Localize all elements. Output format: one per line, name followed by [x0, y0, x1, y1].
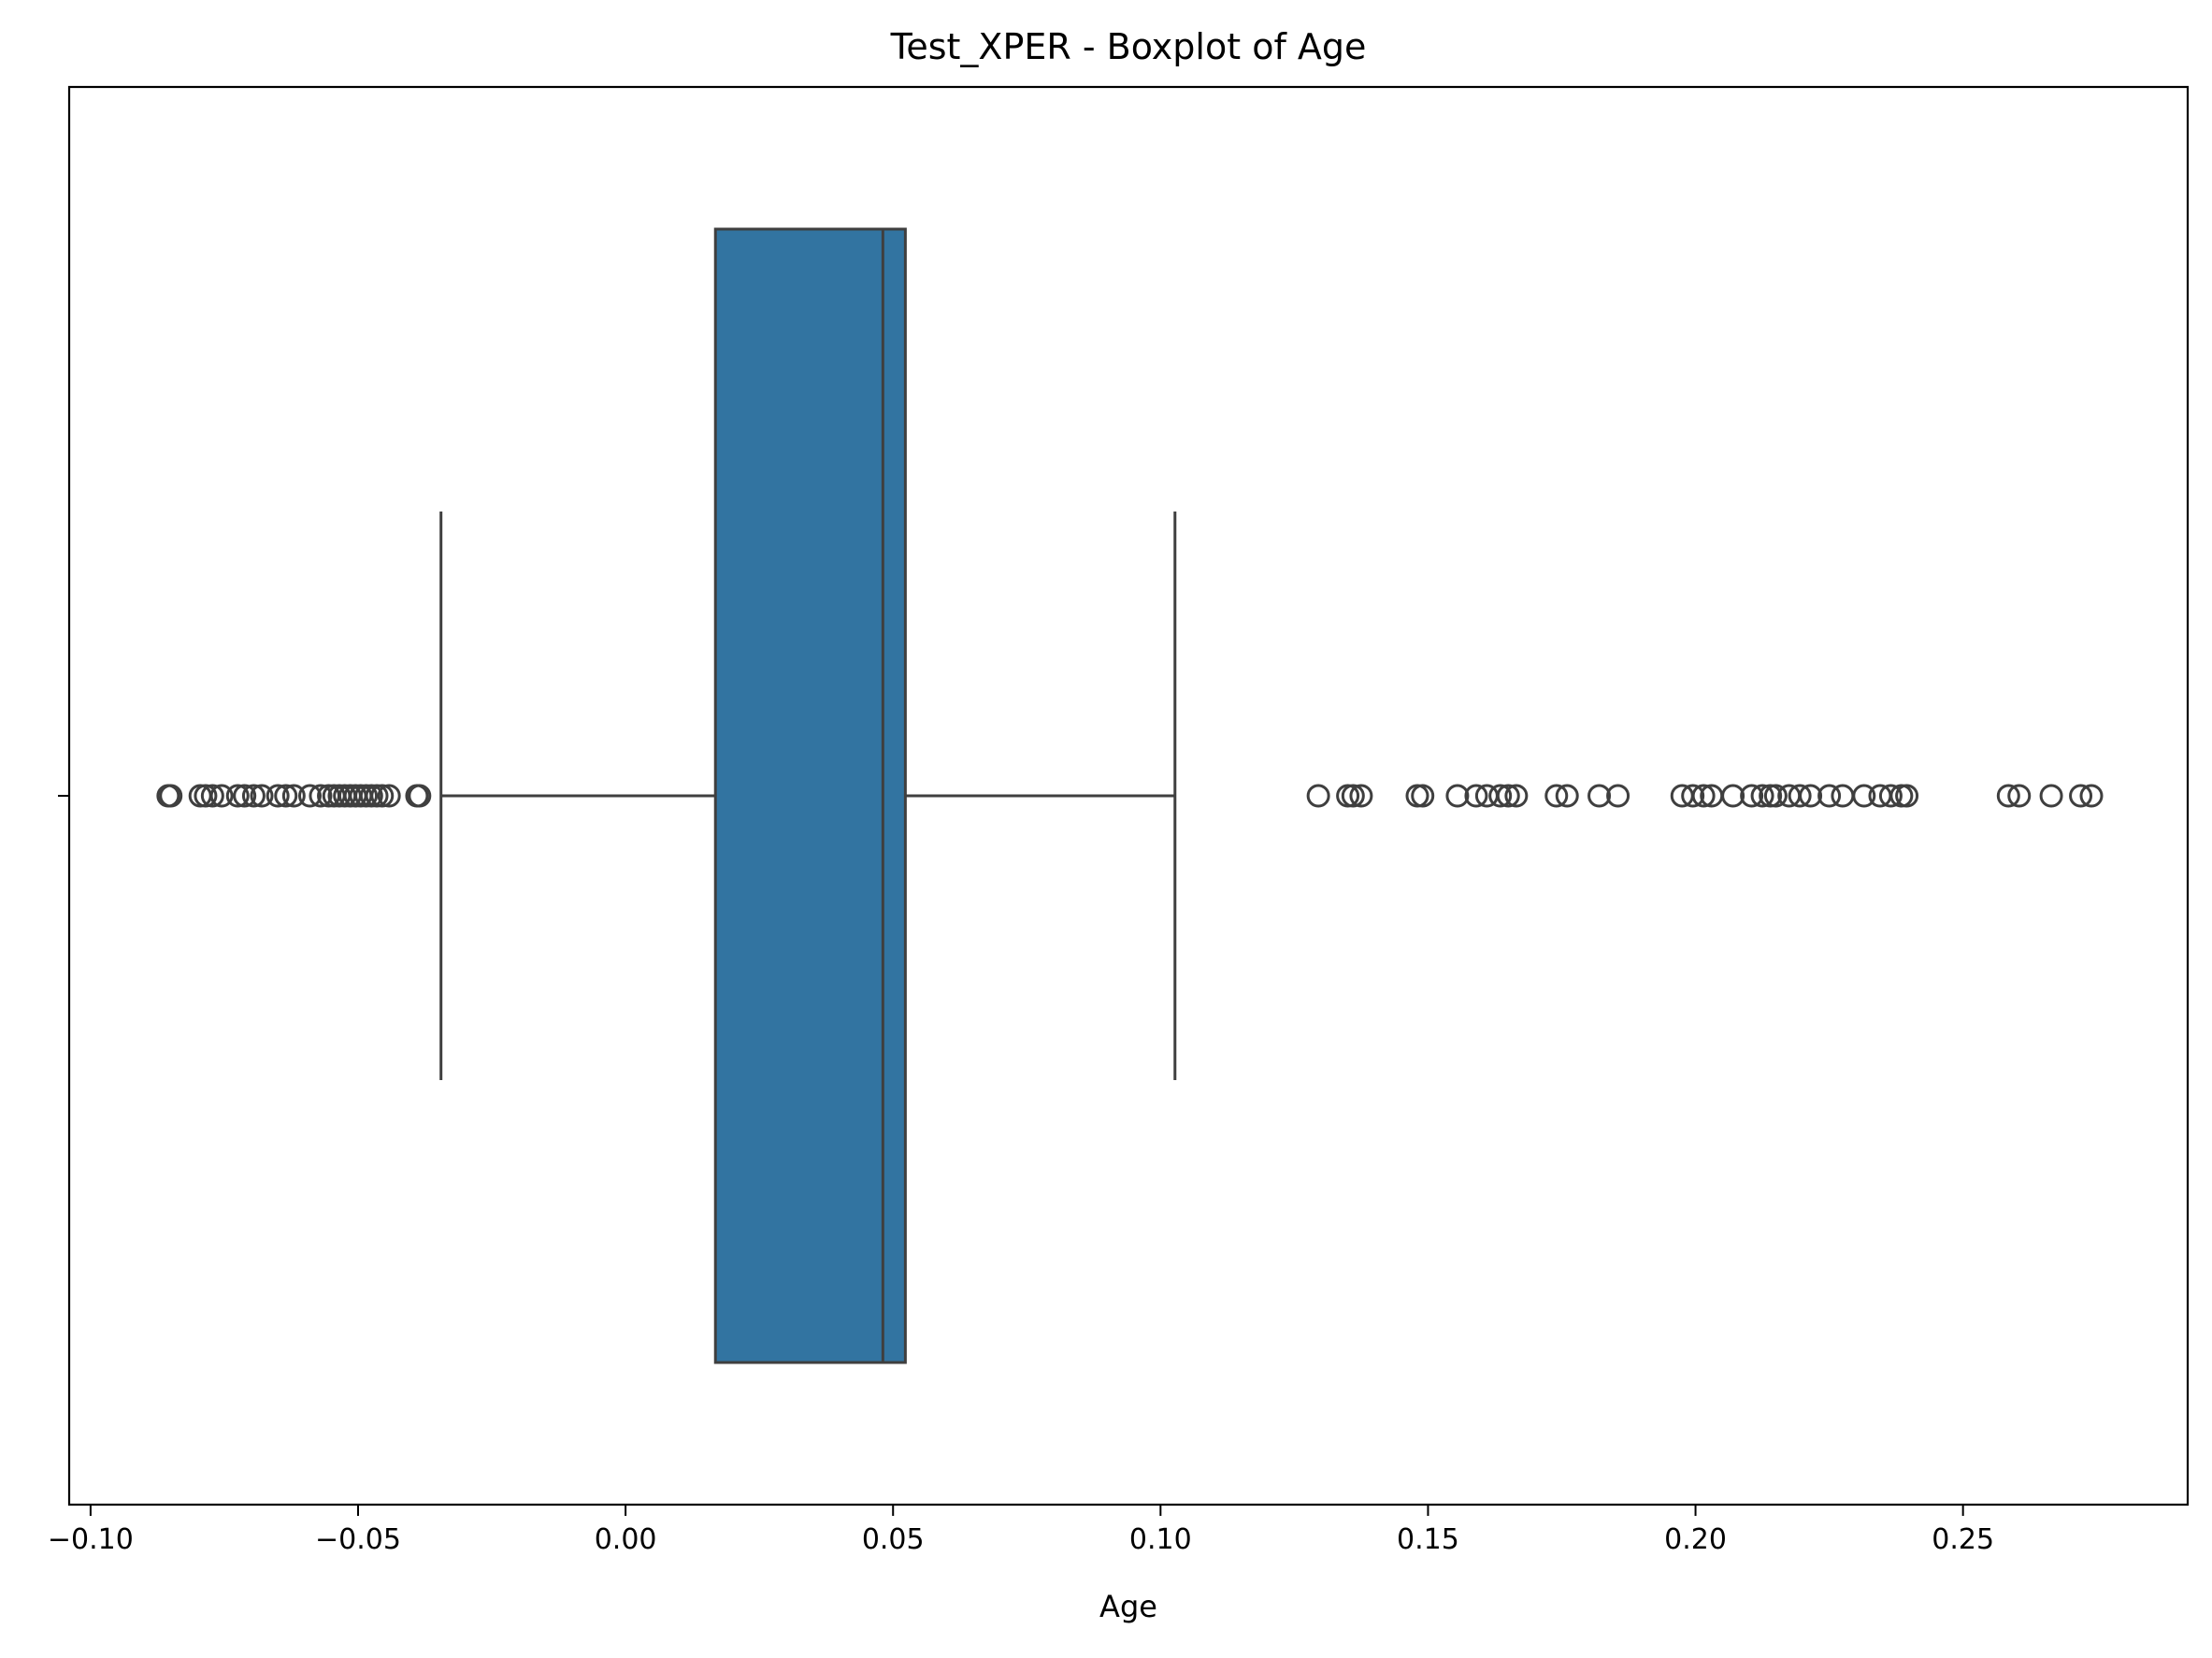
outlier-point [1878, 784, 1903, 808]
outlier-point [2069, 784, 2093, 808]
outlier-point [1740, 784, 1764, 808]
outlier-point [1587, 784, 1612, 808]
outlier-point [1349, 784, 1373, 808]
x-tick-label: 0.05 [862, 1523, 925, 1556]
outlier-point [2079, 784, 2104, 808]
x-tick-label: −0.05 [315, 1523, 401, 1556]
x-tick-label: 0.15 [1397, 1523, 1459, 1556]
outlier-point [225, 784, 250, 808]
outlier-point [159, 784, 183, 808]
x-tick-label: 0.25 [1932, 1523, 1994, 1556]
outlier-point [1504, 784, 1529, 808]
outlier-point [309, 784, 333, 808]
outlier-point [1555, 784, 1579, 808]
outlier-point [1721, 784, 1745, 808]
outlier-point [1750, 784, 1774, 808]
outlier-point [1681, 784, 1705, 808]
outlier-point [1763, 784, 1788, 808]
iqr-box [713, 227, 907, 1364]
outlier-point [2007, 784, 2032, 808]
outlier-point [1496, 784, 1520, 808]
outlier-point [370, 784, 395, 808]
outlier-point [200, 784, 224, 808]
x-axis-label: Age [1099, 1589, 1157, 1624]
outlier-point [241, 784, 266, 808]
plot-frame [67, 85, 2190, 1507]
outlier-point [1817, 784, 1842, 808]
outlier-point [233, 784, 257, 808]
plot-area [439, 227, 1177, 1364]
x-tick-label: −0.10 [48, 1523, 134, 1556]
outlier-point [274, 784, 298, 808]
outlier-point [1895, 784, 1919, 808]
outlier-point [1606, 784, 1630, 808]
outlier-point [1306, 784, 1330, 808]
outlier-point [408, 784, 432, 808]
outlier-point [266, 784, 290, 808]
outlier-point [1544, 784, 1569, 808]
outlier-point [1996, 784, 2020, 808]
x-axis: −0.10 −0.05 0.00 0.05 0.10 0.15 0.20 0.25 [48, 795, 1994, 1556]
outlier-point [1691, 784, 1716, 808]
outlier-point [1852, 784, 1876, 808]
outlier-point [194, 784, 218, 808]
x-tick-label: 0.00 [595, 1523, 657, 1556]
x-tick-label: 0.10 [1129, 1523, 1192, 1556]
outlier-point [1788, 784, 1812, 808]
outlier-point [1341, 784, 1365, 808]
outlier-point [1445, 784, 1470, 808]
outlier-point [2039, 784, 2063, 808]
outlier-markers [156, 784, 2104, 808]
outlier-point [1799, 784, 1823, 808]
outlier-point [1464, 784, 1488, 808]
outlier-point [250, 784, 274, 808]
outlier-point [1411, 784, 1435, 808]
outlier-point [298, 784, 322, 808]
outlier-point [377, 784, 401, 808]
outlier-point [281, 784, 306, 808]
outlier-point [209, 784, 234, 808]
outlier-point [1488, 784, 1513, 808]
x-tick-label: 0.20 [1664, 1523, 1727, 1556]
chart-title: Test_XPER - Boxplot of Age [890, 26, 1367, 67]
